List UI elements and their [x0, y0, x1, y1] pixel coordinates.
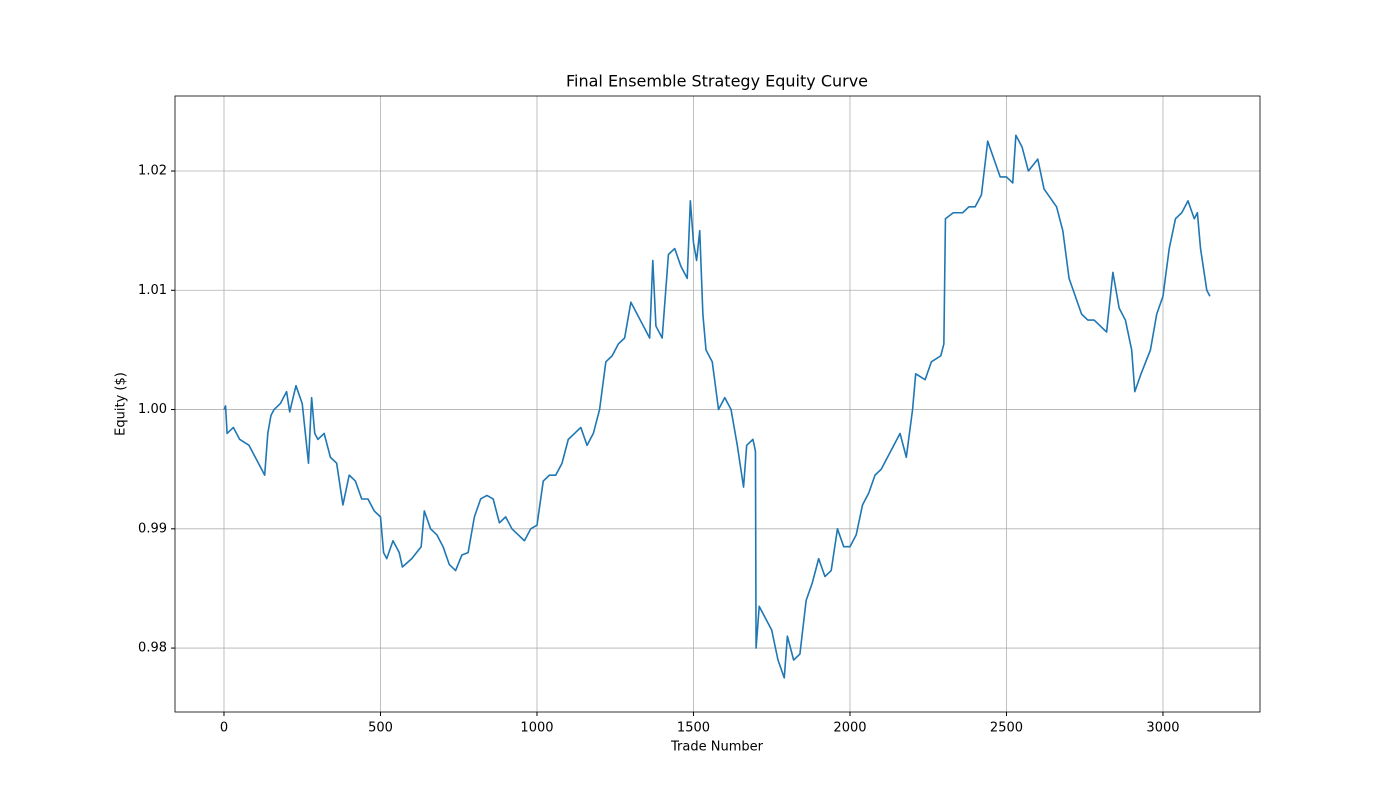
y-tick-label: 1.00 [138, 402, 167, 417]
plot-frame [174, 95, 1261, 713]
y-tick-label: 1.01 [138, 283, 167, 298]
x-tick-label: 1000 [520, 721, 553, 736]
y-axis-label: Equity ($) [114, 372, 129, 436]
y-tick-label: 1.02 [138, 164, 167, 179]
x-axis-label: Trade Number [670, 740, 764, 755]
x-tick-label: 2000 [833, 721, 866, 736]
x-tick-label: 2500 [990, 721, 1023, 736]
x-tick-label: 0 [220, 721, 228, 736]
x-tick-label: 1500 [677, 721, 710, 736]
x-tick-label: 3000 [1146, 721, 1179, 736]
equity-line [223, 134, 1211, 679]
chart-title: Final Ensemble Strategy Equity Curve [566, 72, 868, 91]
y-tick-label: 0.98 [138, 641, 167, 656]
y-tick-label: 0.99 [138, 521, 167, 536]
x-tick-label: 500 [368, 721, 393, 736]
